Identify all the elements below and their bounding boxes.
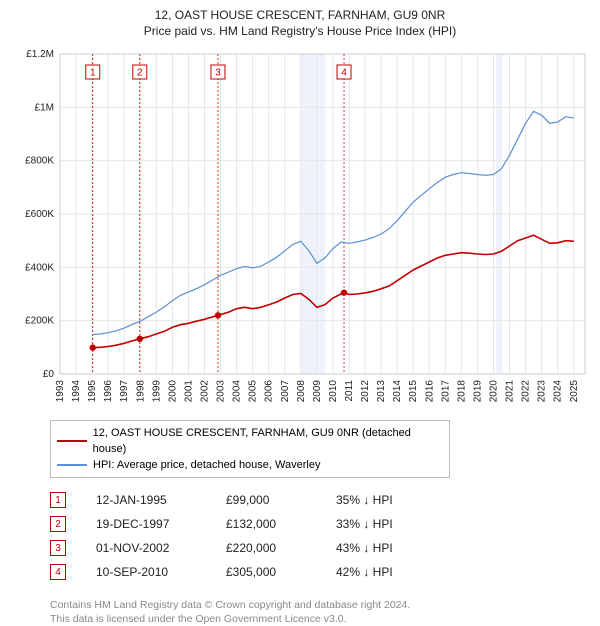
svg-text:2005: 2005 (248, 380, 259, 403)
svg-text:1997: 1997 (119, 380, 130, 403)
chart-plot-area: £0 £200K £400K £600K £800K £1M £1.2M 1993 1994 19… (10, 44, 590, 414)
svg-text:2019: 2019 (472, 380, 483, 403)
transaction-pct: 33% ↓ HPI (336, 517, 426, 531)
transaction-marker: 3 (50, 540, 66, 556)
transaction-table: 1 12-JAN-1995 £99,000 35% ↓ HPI 2 19-DEC-1997… (50, 488, 590, 584)
transaction-pct: 35% ↓ HPI (336, 493, 426, 507)
chart-footer: Contains HM Land Registry data © Crown c… (50, 598, 590, 626)
legend-item: 12, OAST HOUSE CRESCENT, FARNHAM, GU9 0N… (57, 425, 443, 457)
transaction-date: 10-SEP-2010 (96, 565, 196, 579)
svg-text:£1M: £1M (35, 102, 54, 113)
table-row: 4 10-SEP-2010 £305,000 42% ↓ HPI (50, 560, 590, 584)
svg-text:2009: 2009 (312, 380, 323, 403)
svg-text:2022: 2022 (521, 380, 532, 403)
transaction-date: 12-JAN-1995 (96, 493, 196, 507)
footer-line-2: This data is licensed under the Open Gov… (50, 612, 590, 626)
svg-text:2012: 2012 (360, 380, 371, 403)
svg-text:2000: 2000 (167, 380, 178, 403)
svg-text:2024: 2024 (553, 380, 564, 403)
transaction-price: £305,000 (226, 565, 306, 579)
chart-svg: £0 £200K £400K £600K £800K £1M £1.2M 1993 1994 19… (10, 44, 590, 414)
svg-text:1996: 1996 (103, 380, 114, 403)
svg-text:2015: 2015 (408, 380, 419, 403)
svg-text:2: 2 (137, 68, 143, 79)
legend: 12, OAST HOUSE CRESCENT, FARNHAM, GU9 0N… (50, 420, 450, 478)
svg-text:2007: 2007 (280, 380, 291, 403)
svg-text:2008: 2008 (296, 380, 307, 403)
legend-swatch (57, 464, 87, 466)
transaction-price: £220,000 (226, 541, 306, 555)
svg-text:2006: 2006 (264, 380, 275, 403)
legend-label: HPI: Average price, detached house, Wave… (93, 457, 320, 473)
svg-text:2010: 2010 (328, 380, 339, 403)
svg-text:2013: 2013 (376, 380, 387, 403)
svg-text:2025: 2025 (569, 380, 580, 403)
svg-text:1993: 1993 (55, 380, 66, 403)
transaction-date: 19-DEC-1997 (96, 517, 196, 531)
transaction-marker: 1 (50, 492, 66, 508)
transaction-date: 01-NOV-2002 (96, 541, 196, 555)
footer-line-1: Contains HM Land Registry data © Crown c… (50, 598, 590, 612)
svg-text:2020: 2020 (488, 380, 499, 403)
legend-item: HPI: Average price, detached house, Wave… (57, 457, 443, 473)
svg-text:1995: 1995 (87, 380, 98, 403)
svg-text:£0: £0 (43, 369, 55, 380)
svg-text:2017: 2017 (440, 380, 451, 403)
svg-text:1994: 1994 (71, 380, 82, 403)
svg-text:3: 3 (215, 68, 221, 79)
transaction-price: £99,000 (226, 493, 306, 507)
transaction-marker: 4 (50, 564, 66, 580)
svg-text:2023: 2023 (537, 380, 548, 403)
svg-text:£1.2M: £1.2M (26, 49, 54, 60)
svg-text:4: 4 (341, 68, 347, 79)
svg-text:1998: 1998 (135, 380, 146, 403)
svg-text:2021: 2021 (505, 380, 516, 403)
svg-text:1999: 1999 (151, 380, 162, 403)
legend-label: 12, OAST HOUSE CRESCENT, FARNHAM, GU9 0N… (93, 425, 443, 457)
svg-text:2011: 2011 (344, 380, 355, 402)
svg-text:2002: 2002 (199, 380, 210, 403)
transaction-pct: 42% ↓ HPI (336, 565, 426, 579)
svg-text:£400K: £400K (25, 262, 54, 273)
svg-text:2001: 2001 (183, 380, 194, 403)
table-row: 2 19-DEC-1997 £132,000 33% ↓ HPI (50, 512, 590, 536)
transaction-pct: 43% ↓ HPI (336, 541, 426, 555)
svg-text:2014: 2014 (392, 380, 403, 403)
svg-text:1: 1 (90, 68, 96, 79)
transaction-price: £132,000 (226, 517, 306, 531)
svg-text:2003: 2003 (216, 380, 227, 403)
svg-text:£800K: £800K (25, 156, 54, 167)
chart-container: 12, OAST HOUSE CRESCENT, FARNHAM, GU9 0N… (0, 0, 600, 620)
svg-text:£600K: £600K (25, 209, 54, 220)
table-row: 1 12-JAN-1995 £99,000 35% ↓ HPI (50, 488, 590, 512)
svg-text:2004: 2004 (232, 380, 243, 403)
svg-text:2018: 2018 (456, 380, 467, 403)
chart-subtitle: Price paid vs. HM Land Registry's House … (10, 24, 590, 38)
svg-text:2016: 2016 (424, 380, 435, 403)
svg-text:£200K: £200K (25, 316, 54, 327)
transaction-marker: 2 (50, 516, 66, 532)
table-row: 3 01-NOV-2002 £220,000 43% ↓ HPI (50, 536, 590, 560)
legend-swatch (57, 440, 87, 442)
chart-title: 12, OAST HOUSE CRESCENT, FARNHAM, GU9 0N… (10, 8, 590, 22)
